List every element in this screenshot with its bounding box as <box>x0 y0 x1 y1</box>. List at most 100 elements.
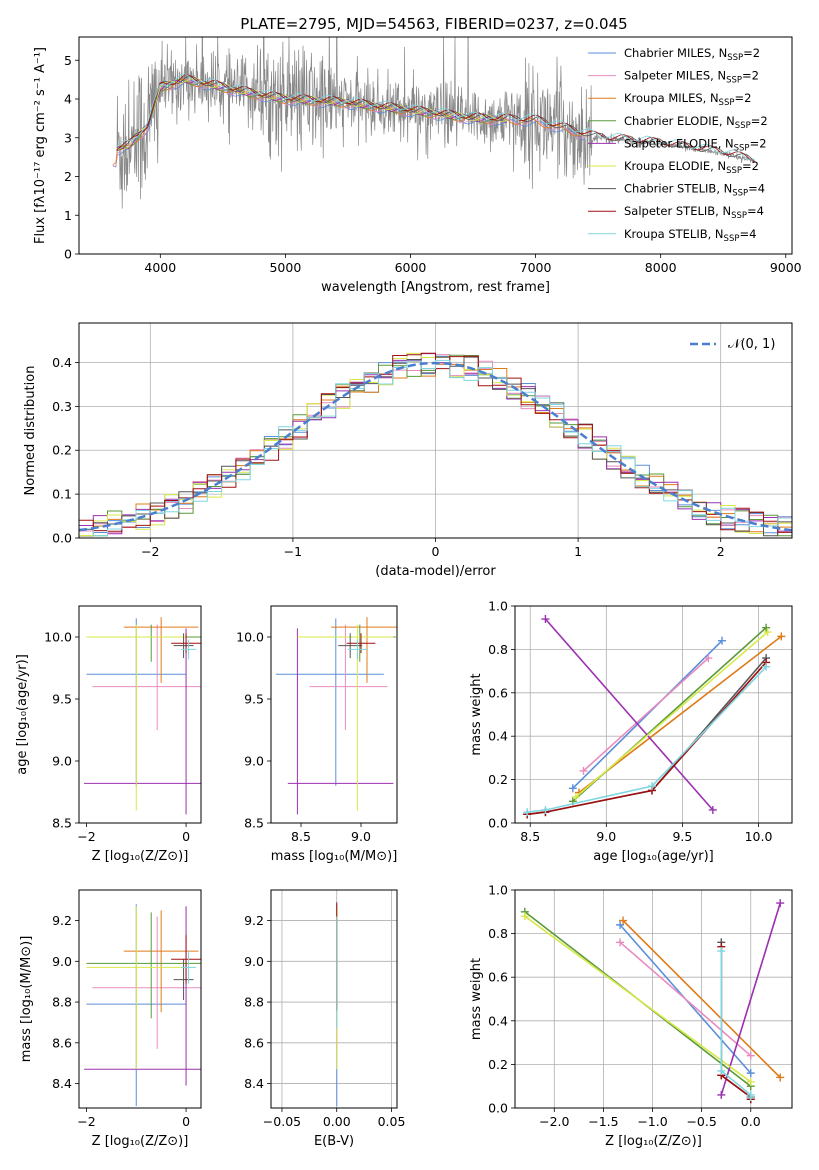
y-tick-label: 8.5 <box>52 816 72 831</box>
marker-kroupa_elodie <box>520 912 529 921</box>
x-tick-label: −0.5 <box>686 1114 716 1129</box>
marker-chabrier_miles <box>717 636 726 645</box>
y-tick-label: 1.0 <box>488 883 508 898</box>
marker-salpeter_elodie <box>708 805 717 814</box>
y-tick-label: 0.2 <box>488 772 508 787</box>
series-line-kroupa_elodie <box>575 631 769 798</box>
axes-frame: −0.05 0.00 0.05 8.4 8.6 8.8 9.0 9.2 E(B-V) <box>244 889 405 1149</box>
x-tick-label: 5000 <box>269 260 301 275</box>
y-tick-label: 8.5 <box>244 816 264 831</box>
x-tick-label: 0 <box>432 544 440 559</box>
marker-kroupa_elodie <box>763 628 772 637</box>
x-axis-label: age [log₁₀(age/yr)] <box>593 849 714 864</box>
legend-subscript: SSP <box>719 98 735 108</box>
marker-salpeter_miles <box>746 1051 755 1060</box>
panel-residuals: −2 −1 0 1 2 0.0 0.1 0.2 0.3 0.4 (data-model)/error… <box>23 322 793 579</box>
legend-entry: Kroupa MILES, NSSP=2 <box>624 91 751 108</box>
x-tick-label: −1.5 <box>588 1114 618 1129</box>
marker-kroupa_stelib <box>762 662 771 671</box>
y-tick-label: 9.0 <box>52 954 72 969</box>
y-tick-label: 1 <box>64 208 72 223</box>
legend-subscript: SSP <box>724 234 740 244</box>
y-tick-label: 5 <box>64 53 72 68</box>
legend-suffix: =2 <box>742 159 759 173</box>
x-tick-label: 2 <box>717 544 725 559</box>
axes-frame: −2 0 8.4 8.6 8.8 9.0 9.2 Z [log₁₀(Z/Z⊙)] mass [l… <box>19 889 202 1149</box>
y-tick-label: 0.0 <box>488 816 508 831</box>
model-line-salpeter_elodie <box>116 79 507 150</box>
series-line-kroupa_stelib <box>527 666 767 813</box>
legend-label: Salpeter ELODIE, N <box>624 136 734 150</box>
x-tick-label: 7000 <box>520 260 552 275</box>
x-tick-label: −0.05 <box>263 1114 301 1129</box>
x-axis-label: Z [log₁₀(Z/Z⊙)] <box>605 1134 702 1149</box>
y-tick-label: 0.8 <box>488 642 508 657</box>
y-tick-label: 8.6 <box>52 1035 72 1050</box>
y-tick-label: 0.4 <box>52 355 72 370</box>
x-tick-label: −2 <box>77 1114 95 1129</box>
y-tick-label: 0.4 <box>488 1013 508 1028</box>
axes-frame: 8.5 9.0 8.5 9.0 9.5 10.0 mass [log₁₀(M/M⊙)] <box>236 605 398 864</box>
x-tick-label: 4000 <box>144 260 176 275</box>
y-axis-label: Normed distribution <box>23 366 38 496</box>
series-line-chabrier_miles <box>572 640 723 789</box>
y-tick-label: 9.0 <box>244 954 264 969</box>
axes-frame: −2.0 −1.5 −1.0 −0.5 0.0 0.0 0.2 0.4 0.6 0.8 1.0 Z [… <box>469 883 793 1149</box>
x-tick-label: 10.0 <box>745 829 773 844</box>
plot-area <box>520 899 785 1104</box>
legend-label: Chabrier MILES, N <box>624 46 727 60</box>
legend-label: Chabrier STELIB, N <box>624 182 732 196</box>
x-tick-label: 0.0 <box>741 1114 761 1129</box>
marker-salpeter_elodie <box>776 899 785 908</box>
marker-kroupa_stelib <box>523 808 532 817</box>
y-tick-label: 0.2 <box>52 443 72 458</box>
plot-area <box>83 904 201 1106</box>
marker-kroupa_miles <box>777 632 786 641</box>
legend-entry: Chabrier ELODIE, NSSP=2 <box>624 114 768 131</box>
x-tick-label: 8.5 <box>520 829 540 844</box>
legend-entry: Salpeter ELODIE, NSSP=2 <box>624 136 767 153</box>
x-axis-label: wavelength [Angstrom, rest frame] <box>321 280 550 295</box>
y-tick-label: 0.0 <box>52 531 72 546</box>
y-tick-label: 0.1 <box>52 487 72 502</box>
y-tick-label: 8.4 <box>244 1076 264 1091</box>
x-tick-label: 0 <box>182 1114 190 1129</box>
x-tick-label: −2.0 <box>539 1114 569 1129</box>
legend-suffix: =2 <box>743 46 760 60</box>
legend-subscript: SSP <box>734 143 750 153</box>
marker-chabrier_miles <box>616 920 625 929</box>
model-line-kroupa_stelib <box>116 73 755 161</box>
marker-kroupa_stelib <box>717 1066 726 1075</box>
x-tick-label: −1.0 <box>637 1114 667 1129</box>
y-tick-label: 9.5 <box>52 692 72 707</box>
axes-frame: −2 −1 0 1 2 0.0 0.1 0.2 0.3 0.4 (data-model)/error… <box>23 322 793 579</box>
marker-salpeter_miles <box>704 654 713 663</box>
figure-title: PLATE=2795, MJD=54563, FIBERID=0237, z=0… <box>240 15 627 33</box>
y-tick-label: 0.2 <box>488 1057 508 1072</box>
x-axis-label: E(B-V) <box>314 1134 354 1149</box>
marker-salpeter_miles <box>579 766 588 775</box>
x-tick-label: −1 <box>284 544 302 559</box>
marker-salpeter_elodie <box>717 1090 726 1099</box>
marker-chabrier_elodie <box>762 623 771 632</box>
y-tick-label: 1.0 <box>488 599 508 614</box>
y-tick-label: 3 <box>64 130 72 145</box>
y-axis-label: mass weight <box>469 673 484 755</box>
marker-salpeter_miles <box>616 938 625 947</box>
legend-label: Kroupa MILES, N <box>624 91 719 105</box>
x-axis-label: (data-model)/error <box>375 564 496 579</box>
marker-kroupa_stelib <box>647 782 656 791</box>
y-tick-label: 8.6 <box>244 1035 264 1050</box>
legend-entry: Chabrier STELIB, NSSP=4 <box>624 182 765 199</box>
legend-subscript: SSP <box>731 211 747 221</box>
legend-subscript: SSP <box>727 53 743 63</box>
x-tick-label: 6000 <box>395 260 427 275</box>
panel-age_vs_z: −2 0 8.5 9.0 9.5 10.0 Z [log₁₀(Z/Z⊙)] age [log₁… <box>15 605 202 864</box>
x-tick-label: 9.0 <box>351 829 371 844</box>
panel-age_vs_mass: 8.5 9.0 8.5 9.0 9.5 10.0 mass [log₁₀(M/M⊙)] <box>236 605 398 864</box>
y-tick-label: 8.8 <box>244 995 264 1010</box>
y-tick-label: 9.2 <box>52 913 72 928</box>
plot-area <box>83 617 201 815</box>
y-tick-label: 10.0 <box>236 630 264 645</box>
